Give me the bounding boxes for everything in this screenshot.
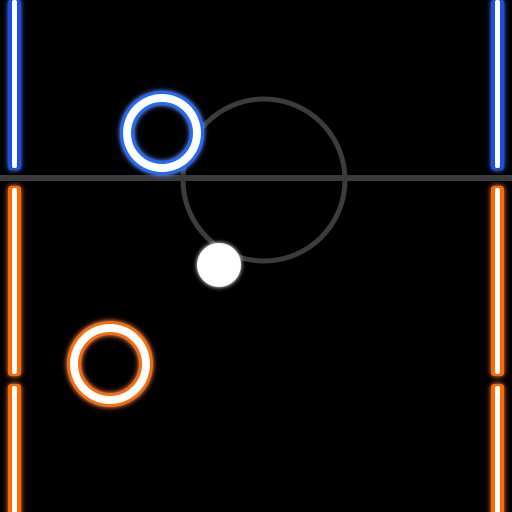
- top-player-paddle[interactable]: [120, 91, 204, 175]
- left-wall-bottom-lower: [8, 384, 21, 512]
- bottom-player-paddle[interactable]: [67, 321, 153, 407]
- left-wall-top: [8, 0, 21, 170]
- right-wall-bottom-upper: [491, 186, 504, 376]
- center-line: [0, 175, 512, 181]
- right-wall-top: [491, 0, 504, 170]
- puck[interactable]: [197, 243, 241, 287]
- right-wall-bottom-lower: [491, 384, 504, 512]
- left-wall-bottom-upper: [8, 186, 21, 376]
